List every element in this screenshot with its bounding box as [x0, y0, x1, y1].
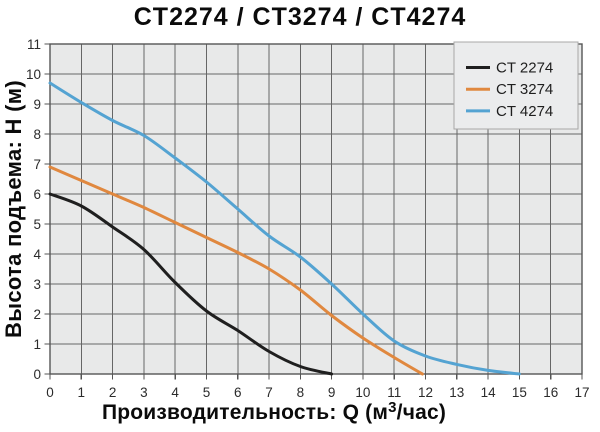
x-tick-label: 9 [328, 385, 336, 400]
x-tick-label: 3 [140, 385, 148, 400]
y-tick-label: 10 [26, 67, 41, 82]
y-tick-label: 3 [33, 277, 41, 292]
y-tick-label: 6 [33, 187, 41, 202]
x-tick-label: 14 [481, 385, 497, 400]
series-line-ct-2274 [48, 192, 334, 376]
legend-label: CT 2274 [496, 60, 553, 77]
series-line-ct-3274 [48, 165, 424, 376]
y-tick-label: 1 [33, 337, 41, 352]
axis-ticks [44, 43, 583, 380]
x-tick-label: 15 [512, 385, 527, 400]
x-tick-label: 4 [171, 385, 179, 400]
y-tick-label: 2 [33, 307, 41, 322]
x-tick-label: 8 [297, 385, 305, 400]
x-tick-label: 0 [46, 385, 54, 400]
x-tick-label: 5 [203, 385, 211, 400]
x-tick-label: 2 [109, 385, 117, 400]
chart-title: CT2274 / CT3274 / CT4274 [133, 3, 467, 31]
y-tick-label: 9 [33, 97, 41, 112]
x-tick-label: 16 [543, 385, 558, 400]
x-tick-label: 11 [387, 385, 401, 400]
legend-item-ct-3274: CT 3274 [466, 81, 553, 98]
x-axis-label-text: Производительность: Q (м [101, 401, 389, 424]
legend-item-ct-2274: CT 2274 [466, 60, 553, 77]
y-tick-label: 5 [33, 217, 41, 232]
y-tick-label: 11 [27, 37, 41, 52]
x-tick-label: 13 [449, 385, 464, 400]
x-axis-label-superscript: 3 [388, 399, 397, 416]
y-axis-label: Высота подъема: H (м) [1, 80, 26, 338]
x-tick-label: 10 [355, 385, 370, 400]
x-tick-label: 17 [574, 385, 589, 400]
y-tick-label: 7 [33, 157, 41, 172]
x-tick-label: 1 [78, 385, 86, 400]
y-tick-label: 8 [33, 127, 41, 142]
x-tick-label: 6 [234, 385, 242, 400]
x-axis-label: Производительность: Q (м3/час) [0, 399, 548, 425]
y-tick-label: 4 [33, 247, 41, 262]
y-tick-label: 0 [33, 367, 41, 382]
legend-box [453, 41, 579, 130]
series-line-ct-4274 [48, 81, 521, 376]
legend: CT 2274 CT 3274 CT 4274 [453, 41, 579, 130]
legend-item-ct-4274: CT 4274 [466, 103, 553, 120]
x-tick-label: 12 [418, 385, 433, 400]
legend-label: CT 3274 [496, 81, 553, 98]
plot-border [49, 43, 583, 375]
x-tick-label: 7 [265, 385, 273, 400]
x-axis-label-unit: /час) [396, 401, 447, 424]
legend-label: CT 4274 [496, 103, 553, 120]
